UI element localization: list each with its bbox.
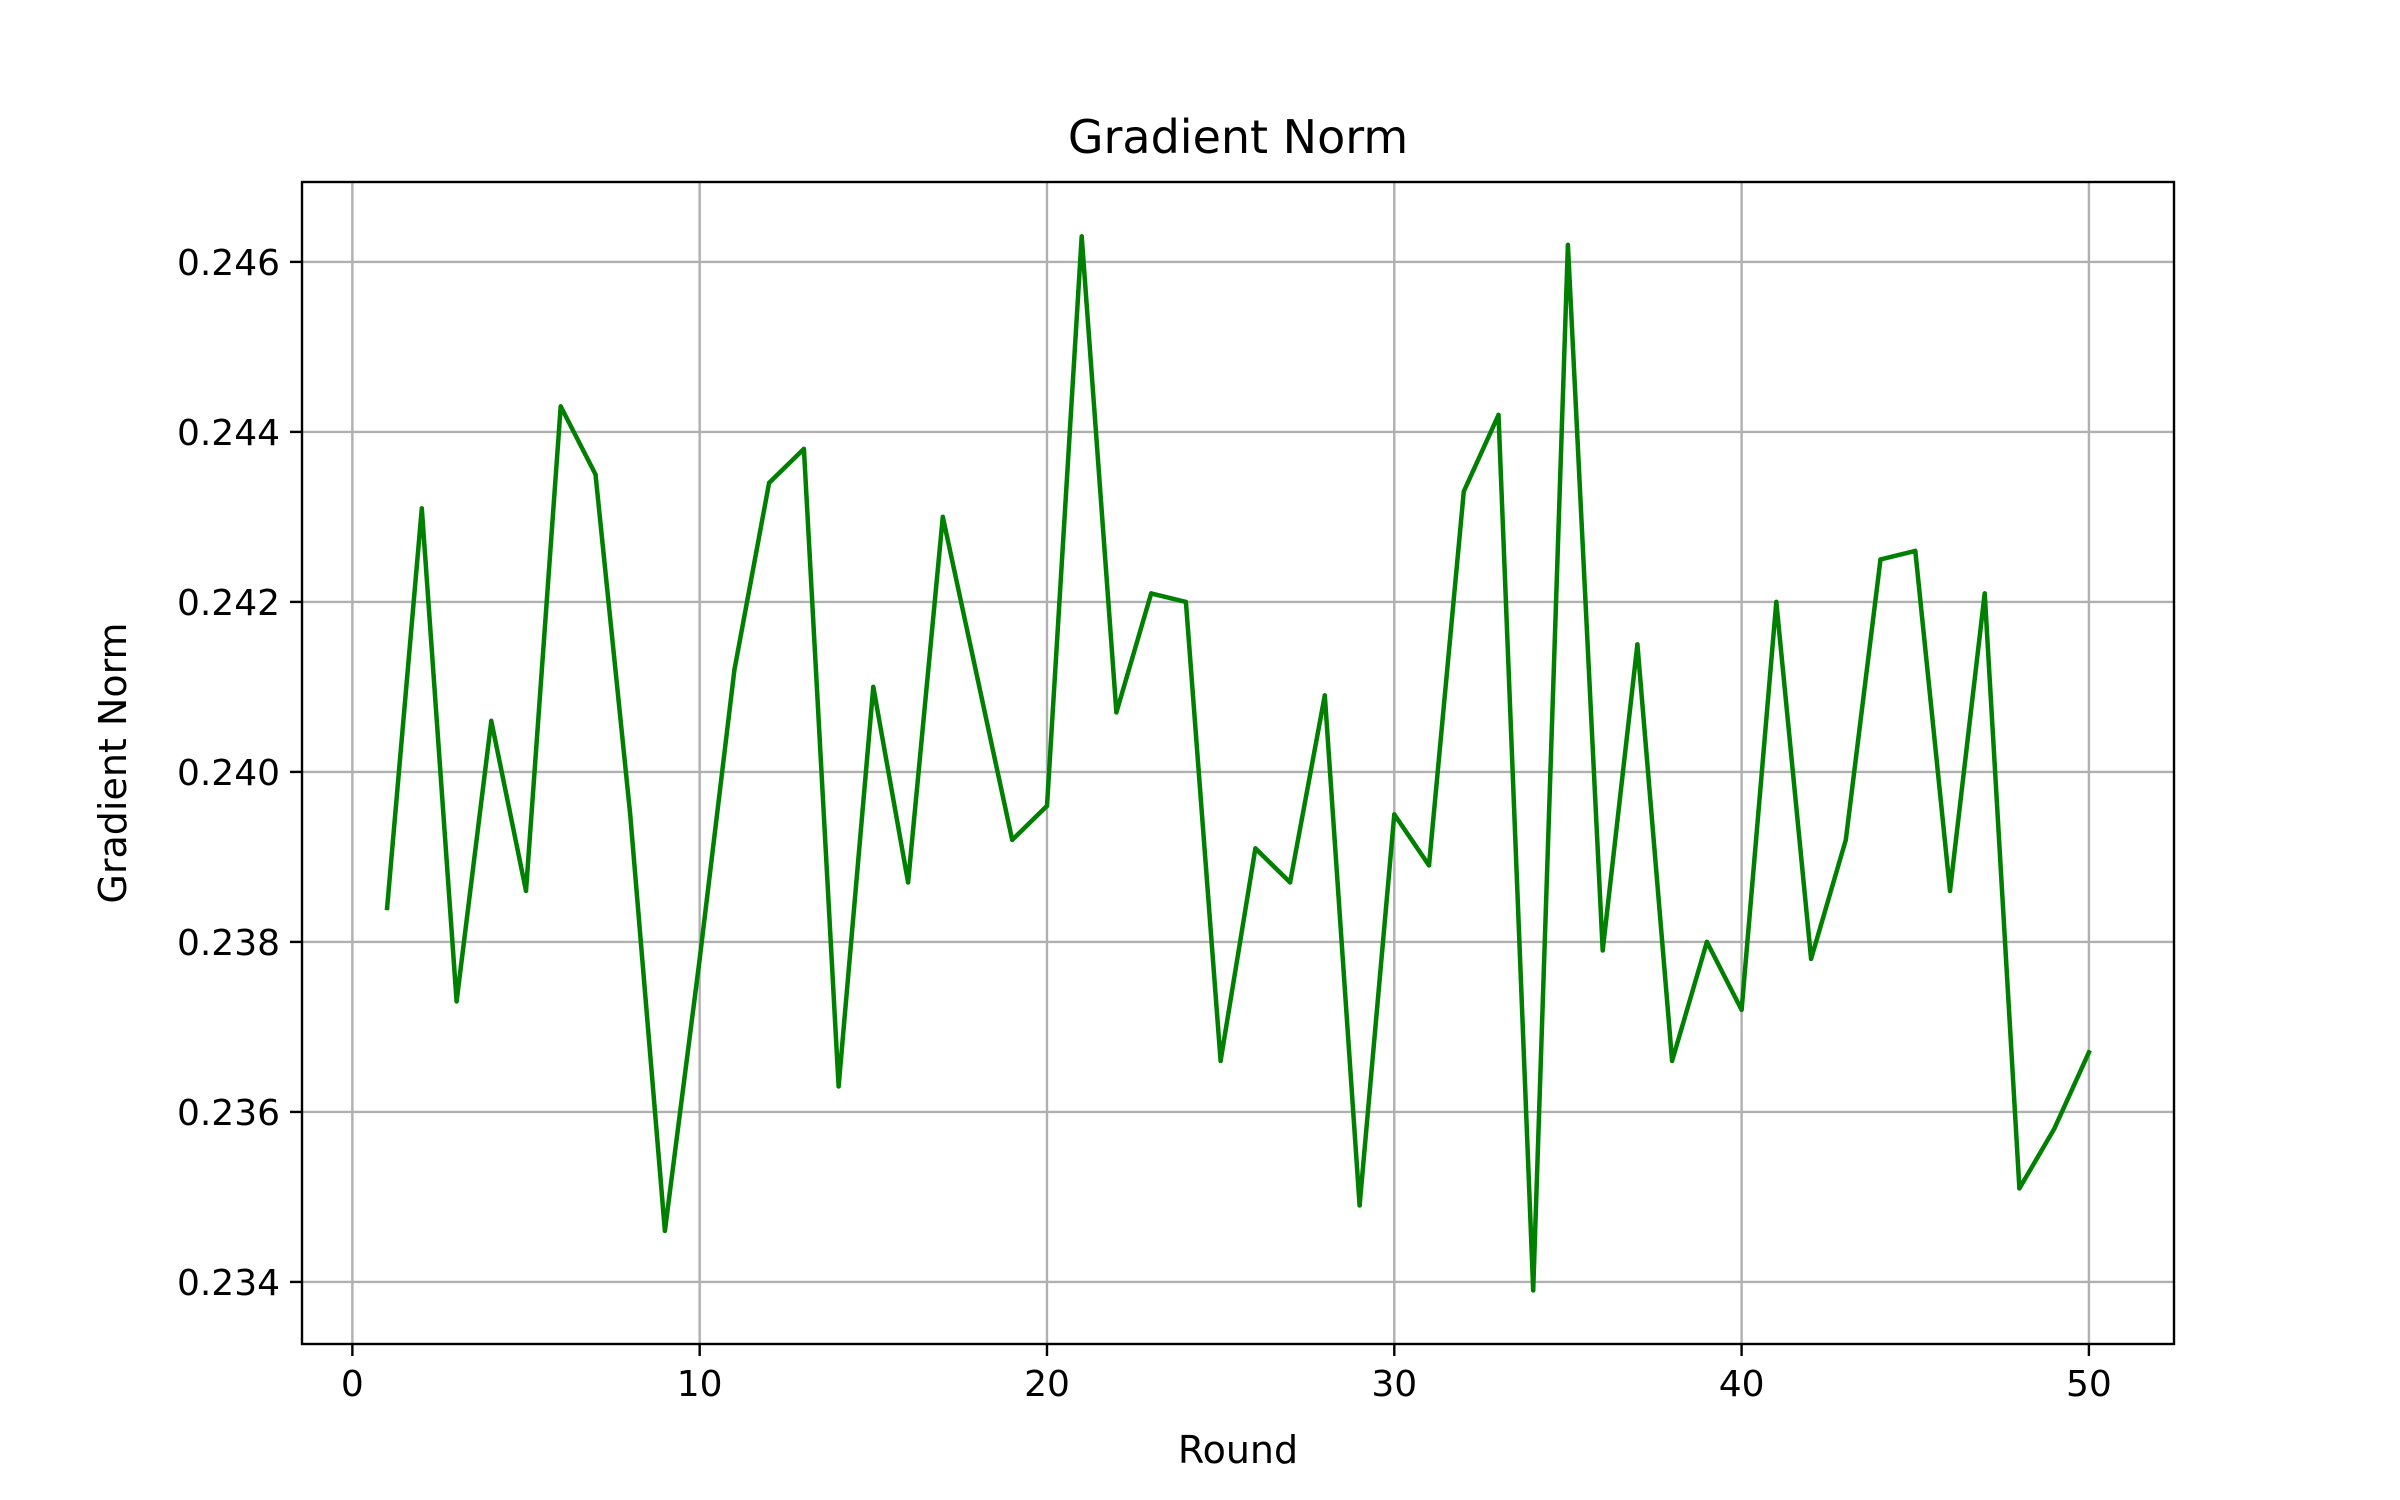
data-point bbox=[766, 480, 772, 486]
grid-layer bbox=[302, 182, 2174, 1344]
y-tick-label: 0.236 bbox=[177, 1093, 280, 1134]
data-point bbox=[1704, 939, 1710, 945]
data-point bbox=[1357, 1203, 1362, 1208]
data-point bbox=[1183, 599, 1189, 605]
data-point bbox=[1669, 1058, 1675, 1064]
data-point bbox=[558, 404, 563, 409]
data-point bbox=[489, 718, 494, 724]
data-point bbox=[1947, 888, 1953, 894]
data-point bbox=[384, 905, 390, 911]
data-point bbox=[1149, 591, 1154, 596]
data-point bbox=[593, 472, 598, 477]
data-point bbox=[871, 684, 876, 690]
data-point bbox=[697, 956, 702, 962]
data-point bbox=[1808, 956, 1814, 962]
x-axis-title: Round bbox=[1178, 1428, 1298, 1472]
data-point bbox=[1496, 412, 1501, 418]
data-point bbox=[1287, 880, 1293, 885]
data-point bbox=[1774, 599, 1779, 605]
data-point bbox=[1079, 234, 1084, 239]
data-point bbox=[732, 667, 737, 673]
data-point bbox=[1392, 812, 1397, 817]
x-tick-label: 50 bbox=[2066, 1364, 2112, 1405]
data-point bbox=[1114, 710, 1119, 715]
y-axis-title: Gradient Norm bbox=[91, 622, 135, 903]
data-point bbox=[836, 1084, 841, 1089]
data-point bbox=[454, 999, 459, 1004]
data-point bbox=[1878, 557, 1883, 562]
y-tick-label: 0.246 bbox=[177, 243, 280, 284]
data-point bbox=[1982, 591, 1987, 596]
data-point bbox=[905, 880, 911, 885]
y-tick-label: 0.240 bbox=[177, 753, 280, 794]
data-point bbox=[1253, 846, 1258, 851]
chart-title: Gradient Norm bbox=[1068, 110, 1408, 164]
data-point bbox=[1635, 642, 1640, 647]
x-tick-label: 0 bbox=[341, 1364, 364, 1405]
data-point bbox=[1843, 837, 1849, 843]
data-point bbox=[1426, 863, 1432, 868]
data-point bbox=[1739, 1007, 1744, 1013]
data-point bbox=[1531, 1288, 1536, 1293]
plot-frame bbox=[300, 180, 2176, 1346]
y-tick-label: 0.238 bbox=[177, 923, 280, 964]
series-layer bbox=[384, 234, 2092, 1293]
data-point bbox=[2086, 1050, 2092, 1055]
x-tick-label: 10 bbox=[677, 1364, 723, 1405]
y-tick-label: 0.242 bbox=[177, 583, 280, 624]
data-point bbox=[2052, 1126, 2057, 1132]
y-tick-label: 0.244 bbox=[177, 413, 280, 454]
data-point bbox=[940, 514, 945, 520]
data-point bbox=[1461, 489, 1467, 494]
data-point bbox=[1600, 948, 1605, 953]
data-point bbox=[662, 1228, 668, 1234]
data-point bbox=[1913, 548, 1918, 554]
data-point bbox=[419, 506, 424, 511]
data-point bbox=[1565, 242, 1571, 248]
tick-layer: 0 10 20 30 40 50 0.234 0.236 0.238 0.240 0.242 0.24… bbox=[177, 243, 2112, 1405]
data-point bbox=[975, 676, 980, 681]
x-tick-label: 30 bbox=[1371, 1364, 1417, 1405]
series-line bbox=[384, 234, 2092, 1293]
x-tick-label: 40 bbox=[1719, 1364, 1765, 1405]
data-point bbox=[2017, 1186, 2022, 1191]
data-point bbox=[1218, 1058, 1223, 1064]
data-point bbox=[1044, 803, 1050, 809]
data-point bbox=[801, 446, 807, 452]
data-point bbox=[628, 812, 633, 817]
y-tick-label: 0.234 bbox=[177, 1263, 280, 1304]
data-point bbox=[523, 888, 529, 894]
data-point bbox=[1322, 693, 1328, 698]
x-tick-label: 20 bbox=[1024, 1364, 1070, 1405]
data-point bbox=[1010, 837, 1015, 843]
